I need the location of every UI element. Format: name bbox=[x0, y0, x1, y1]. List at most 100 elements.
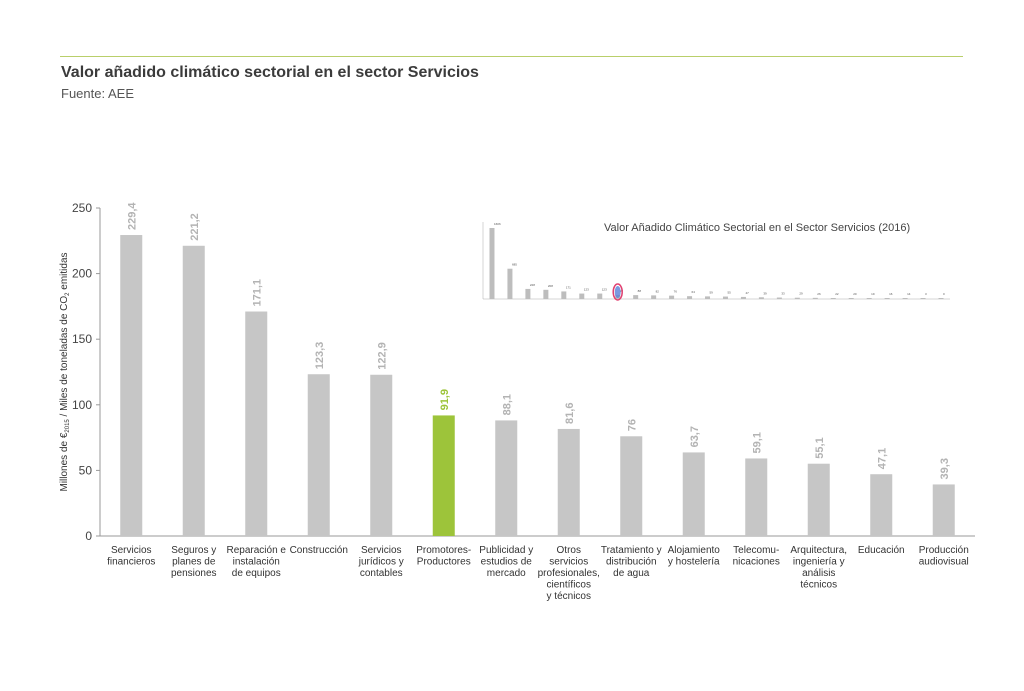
bar-value-label: 55,1 bbox=[814, 437, 826, 458]
inset-bar bbox=[902, 298, 908, 299]
inset-bar bbox=[651, 295, 657, 299]
inset-value-label: 82 bbox=[656, 289, 660, 293]
bar bbox=[370, 374, 393, 536]
bar bbox=[870, 474, 893, 536]
inset-bar bbox=[705, 296, 711, 299]
inset-title: Valor Añadido Climático Sectorial en el … bbox=[604, 222, 910, 234]
bar-value-label: 123,3 bbox=[314, 342, 326, 370]
inset-bar bbox=[633, 295, 639, 299]
inset-bar bbox=[669, 295, 675, 299]
inset-bar bbox=[758, 297, 764, 299]
inset-bar bbox=[489, 228, 495, 299]
inset-value-label: 29 bbox=[799, 292, 803, 296]
inset-value-label: 1606 bbox=[494, 222, 501, 226]
inset-value-label: 47 bbox=[745, 291, 749, 295]
y-axis-label: Millones de €2015 / Miles de toneladas d… bbox=[59, 252, 71, 491]
inset-bar bbox=[776, 297, 782, 299]
inset-value-label: 123 bbox=[602, 288, 607, 292]
inset-value-label: 19 bbox=[871, 292, 875, 296]
bar-value-label: 81,6 bbox=[564, 403, 576, 424]
bar-value-label: 171,1 bbox=[251, 279, 263, 307]
inset-bar bbox=[579, 293, 585, 299]
category-label: Servicios jurídicos y contables bbox=[358, 545, 404, 579]
inset-value-label: 228 bbox=[530, 283, 535, 287]
inset-value-label: 14 bbox=[907, 292, 911, 296]
inset-value-label: 55 bbox=[727, 291, 731, 295]
inset-highlight-marker bbox=[612, 283, 623, 301]
category-label: Servicios financieros bbox=[107, 545, 155, 568]
inset-value-label: 3 bbox=[925, 292, 927, 296]
y-tick-label: 50 bbox=[79, 463, 93, 477]
bar-value-label: 229,4 bbox=[126, 202, 138, 230]
inset-bar bbox=[938, 298, 944, 299]
inset-value-label: 33 bbox=[781, 292, 785, 296]
inset-bar bbox=[884, 298, 890, 299]
category-label: Seguros y planes de pensiones bbox=[171, 545, 217, 579]
inset-bar bbox=[597, 293, 603, 299]
bar bbox=[307, 374, 330, 536]
inset-bar bbox=[866, 298, 872, 299]
inset-bar bbox=[812, 297, 818, 299]
y-tick-label: 250 bbox=[72, 201, 92, 215]
bar bbox=[245, 311, 268, 536]
inset-value-label: 88 bbox=[638, 289, 642, 293]
inset-bar bbox=[740, 296, 746, 299]
inset-value-label: 208 bbox=[548, 284, 553, 288]
category-label: Producción audiovisual bbox=[919, 545, 969, 568]
inset-value-label: 76 bbox=[674, 290, 678, 294]
category-label: Tratamiento y distribución de agua bbox=[601, 545, 662, 579]
category-label: Promotores-Productores bbox=[416, 545, 471, 568]
inset-value-label: 26 bbox=[817, 292, 821, 296]
bar-value-label: 91,9 bbox=[439, 389, 451, 410]
inset-bar bbox=[507, 268, 513, 299]
inset-bar bbox=[794, 297, 800, 299]
inset-bar bbox=[920, 298, 926, 299]
inset-value-label: 685 bbox=[512, 263, 517, 267]
bar-value-label: 59,1 bbox=[751, 432, 763, 453]
category-label: Otros servicios profesionales, científicos y… bbox=[538, 545, 600, 602]
inset-value-label: 123 bbox=[584, 288, 589, 292]
inset-bar bbox=[543, 289, 549, 299]
bar bbox=[620, 436, 643, 536]
inset-value-label: 64 bbox=[692, 290, 696, 294]
inset-value-label: 22 bbox=[835, 292, 839, 296]
inset-value-label: 16 bbox=[889, 292, 893, 296]
inset-value-label: 171 bbox=[566, 285, 571, 289]
bar-value-label: 88,1 bbox=[501, 394, 513, 415]
bar-value-label: 221,2 bbox=[189, 213, 201, 241]
y-tick-label: 100 bbox=[72, 398, 92, 412]
category-label: Arquitectura, ingeniería y análisis técnico… bbox=[790, 545, 847, 591]
inset-value-label: 0 bbox=[943, 292, 945, 296]
category-label: Reparación e instalación de equipos bbox=[227, 545, 287, 579]
inset-bar bbox=[830, 298, 836, 299]
inset-value-label: 39 bbox=[763, 291, 767, 295]
inset-value-label: 59 bbox=[710, 290, 714, 294]
bar-value-label: 47,1 bbox=[876, 448, 888, 469]
bar bbox=[432, 415, 455, 536]
inset-bar bbox=[525, 288, 531, 299]
bar-value-label: 76 bbox=[626, 419, 638, 431]
inset-value-label: 20 bbox=[853, 292, 857, 296]
inset-bar bbox=[722, 296, 728, 299]
inset-bar bbox=[848, 298, 854, 299]
bar bbox=[495, 420, 518, 536]
bar bbox=[120, 235, 143, 536]
chart-title: Valor añadido climático sectorial en el … bbox=[61, 64, 479, 81]
bar-value-label: 39,3 bbox=[939, 458, 951, 479]
y-tick-label: 200 bbox=[72, 267, 92, 281]
inset-bar bbox=[687, 296, 693, 299]
category-label: Construcción bbox=[290, 545, 348, 556]
category-label: Publicidad y estudios de mercado bbox=[479, 545, 533, 579]
y-tick-label: 150 bbox=[72, 332, 92, 346]
bar bbox=[807, 463, 830, 536]
bar bbox=[182, 245, 205, 537]
category-label: Educación bbox=[858, 545, 905, 556]
bar bbox=[682, 452, 705, 536]
inset-highlight-fill bbox=[614, 286, 621, 298]
top-rule bbox=[60, 56, 963, 57]
bar-value-label: 63,7 bbox=[689, 426, 701, 447]
category-label: Telecomu-nicaciones bbox=[733, 545, 780, 568]
inset-bar bbox=[561, 291, 567, 299]
bar bbox=[932, 484, 955, 536]
